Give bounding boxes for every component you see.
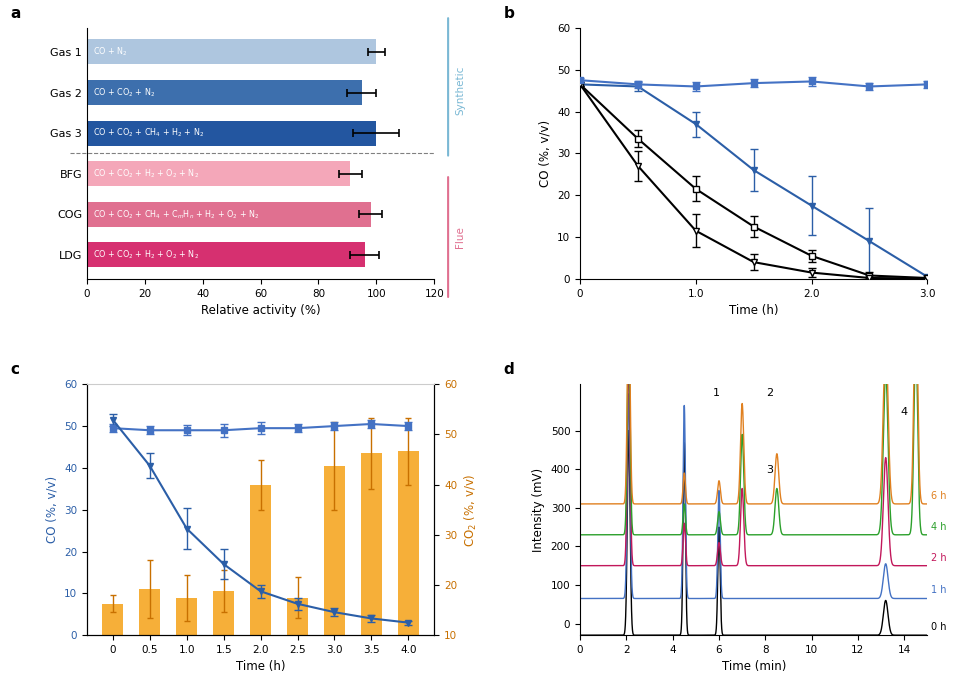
Text: Flue: Flue xyxy=(455,226,465,248)
Bar xyxy=(87,39,377,64)
Text: 1: 1 xyxy=(713,388,721,398)
Text: CO + N$_2$: CO + N$_2$ xyxy=(93,45,128,58)
Text: 3: 3 xyxy=(766,465,774,475)
Text: 4: 4 xyxy=(900,407,908,417)
X-axis label: Relative activity (%): Relative activity (%) xyxy=(201,304,321,317)
Text: CO + CO$_2$ + CH$_4$ + C$_m$H$_n$ + H$_2$ + O$_2$ + N$_2$: CO + CO$_2$ + CH$_4$ + C$_m$H$_n$ + H$_2… xyxy=(93,208,259,221)
Y-axis label: CO$_2$ (%, v/v): CO$_2$ (%, v/v) xyxy=(463,473,479,547)
X-axis label: Time (h): Time (h) xyxy=(236,660,285,674)
Bar xyxy=(361,453,382,635)
Y-axis label: CO (%, v/v): CO (%, v/v) xyxy=(45,476,59,543)
Text: 2 h: 2 h xyxy=(931,553,947,563)
Bar xyxy=(87,80,362,105)
Text: CO + CO$_2$ + CH$_4$ + H$_2$ + N$_2$: CO + CO$_2$ + CH$_4$ + H$_2$ + N$_2$ xyxy=(93,127,204,140)
Bar xyxy=(139,589,160,635)
Text: 6 h: 6 h xyxy=(931,491,947,501)
X-axis label: Time (min): Time (min) xyxy=(722,660,786,674)
Bar xyxy=(177,597,197,635)
Bar xyxy=(87,121,377,146)
Y-axis label: Intensity (mV): Intensity (mV) xyxy=(532,468,545,552)
Text: Synthetic: Synthetic xyxy=(455,66,465,115)
Text: 4 h: 4 h xyxy=(931,521,947,532)
Bar xyxy=(287,597,308,635)
Text: d: d xyxy=(503,362,515,377)
Bar xyxy=(250,484,270,635)
Bar xyxy=(325,466,345,635)
Y-axis label: CO (%, v/v): CO (%, v/v) xyxy=(539,120,552,187)
Bar xyxy=(87,202,371,227)
Text: c: c xyxy=(11,362,19,377)
Bar xyxy=(398,451,418,635)
Text: CO + CO$_2$ + N$_2$: CO + CO$_2$ + N$_2$ xyxy=(93,87,156,98)
Text: a: a xyxy=(11,6,21,21)
Bar xyxy=(102,604,123,635)
Text: CO + CO$_2$ + H$_2$ + O$_2$ + N$_2$: CO + CO$_2$ + H$_2$ + O$_2$ + N$_2$ xyxy=(93,168,199,180)
X-axis label: Time (h): Time (h) xyxy=(729,304,779,317)
Text: b: b xyxy=(503,6,515,21)
Bar xyxy=(87,242,365,267)
Text: 2: 2 xyxy=(766,388,774,398)
Bar xyxy=(87,161,351,186)
Text: 1 h: 1 h xyxy=(931,586,947,595)
Text: 0 h: 0 h xyxy=(931,622,947,632)
Bar xyxy=(213,591,234,635)
Text: CO + CO$_2$ + H$_2$ + O$_2$ + N$_2$: CO + CO$_2$ + H$_2$ + O$_2$ + N$_2$ xyxy=(93,248,199,261)
